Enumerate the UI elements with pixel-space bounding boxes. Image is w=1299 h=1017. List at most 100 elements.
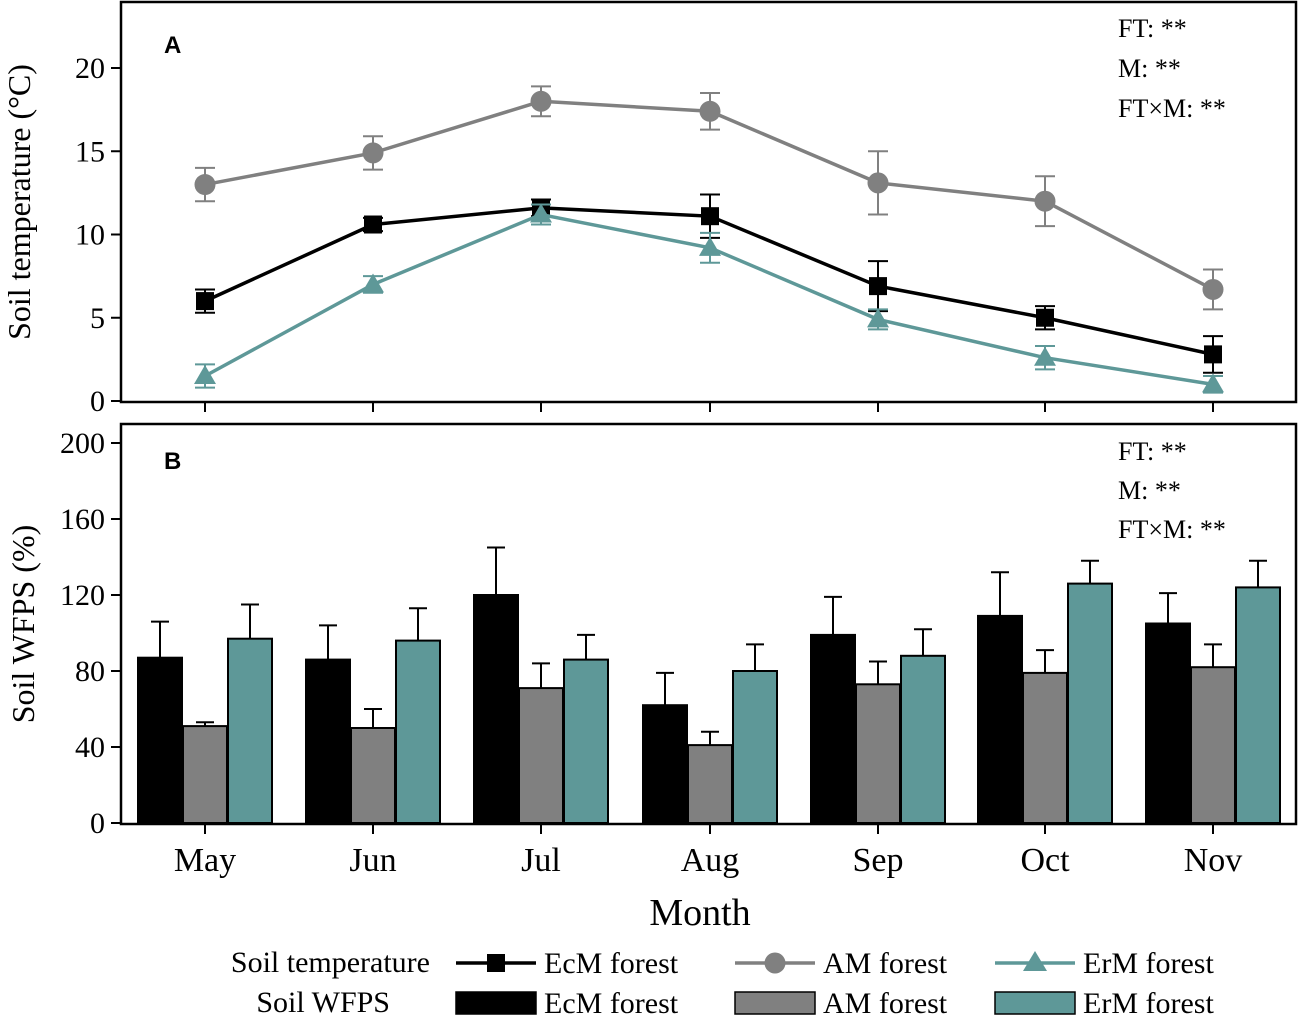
panel-a-ytick-label: 5 — [90, 302, 105, 335]
data-point — [362, 273, 384, 293]
bar-erm — [227, 637, 273, 825]
data-point — [867, 308, 889, 328]
panel-a-stat-annotation: FT: ** — [1118, 14, 1187, 43]
legend-entry-temperature: ErM forest — [1083, 947, 1214, 980]
bar-group-jul — [473, 546, 609, 824]
bar-erm — [900, 654, 946, 824]
bar-ecm — [305, 658, 351, 824]
bar-am — [518, 687, 564, 824]
panel-a-ytick-label: 20 — [75, 52, 105, 85]
bar-erm — [395, 639, 441, 824]
data-point — [867, 172, 889, 194]
panel-a: 0 5 10 15 20 Soil temperature (°C) A FT: ** M: *… — [1, 0, 1298, 418]
panel-a-stat-annotation: M: ** — [1118, 54, 1181, 83]
panel-b-label: B — [164, 448, 181, 475]
panel-a-series-ecm — [195, 193, 1223, 374]
data-point — [530, 203, 552, 223]
legend-marker-square — [487, 954, 505, 972]
x-axis: May Jun Jul Aug Sep Oct Nov Month — [174, 842, 1242, 934]
data-point — [1034, 346, 1056, 366]
data-point — [530, 90, 552, 112]
legend-entry-wfps: EcM forest — [544, 987, 679, 1017]
x-tick-label: Jul — [521, 842, 561, 879]
panel-b-ytick-label: 200 — [60, 427, 105, 460]
legend-row-temperature-label: Soil temperature — [231, 946, 430, 979]
bar-group-may — [137, 603, 273, 825]
data-point — [1202, 278, 1224, 300]
legend-swatch — [994, 991, 1076, 1015]
panel-b-stat-annotation: FT×M: ** — [1118, 515, 1226, 544]
panel-a-ytick-label: 10 — [75, 219, 105, 252]
panel-a-frame — [119, 0, 1298, 404]
panel-a-ytick-label: 15 — [75, 135, 105, 168]
panel-a-ylabel: Soil temperature (°C) — [1, 64, 37, 340]
legend: Soil temperature Soil WFPS EcM forest EcM f… — [231, 946, 1215, 1017]
legend-swatch — [734, 991, 816, 1015]
panel-a-ytick-label: 0 — [90, 385, 105, 418]
panel-b-ytick-label: 0 — [90, 807, 105, 840]
panel-b-ylabel: Soil WFPS (%) — [5, 525, 41, 724]
data-point — [1034, 190, 1056, 212]
data-point — [701, 207, 719, 226]
bar-am — [182, 725, 228, 824]
legend-marker-circle — [764, 952, 786, 974]
x-tick-label: Jun — [349, 842, 396, 879]
legend-entry-wfps: AM forest — [823, 987, 948, 1017]
bar-erm — [1235, 586, 1281, 825]
panel-b-stat-annotation: M: ** — [1118, 476, 1181, 505]
panel-b-ytick-label: 40 — [75, 731, 105, 764]
bar-ecm — [810, 633, 856, 825]
bar-ecm — [1145, 622, 1191, 824]
legend-entry-wfps: ErM forest — [1083, 987, 1214, 1017]
bar-am — [687, 744, 733, 824]
x-tick-label: Nov — [1184, 842, 1243, 879]
data-point — [362, 142, 384, 164]
panel-a-series-am — [194, 85, 1224, 311]
bar-erm — [1067, 582, 1113, 824]
x-tick-label: Aug — [681, 842, 740, 879]
bar-group-jun — [305, 607, 441, 824]
legend-swatch — [455, 991, 537, 1015]
bar-group-oct — [977, 559, 1113, 825]
data-point — [699, 100, 721, 122]
x-tick-label: May — [174, 842, 236, 879]
panel-b-stat-annotation: FT: ** — [1118, 437, 1187, 466]
data-point — [1202, 373, 1224, 393]
data-point — [699, 236, 721, 256]
panel-b-frame — [119, 422, 1298, 826]
data-point — [196, 292, 214, 311]
panel-a-stat-annotation: FT×M: ** — [1118, 94, 1226, 123]
legend-row-wfps-label: Soil WFPS — [256, 986, 390, 1017]
panel-a-series-erm — [194, 203, 1224, 394]
data-point — [194, 174, 216, 196]
data-point — [869, 277, 887, 296]
bar-am — [1190, 666, 1236, 825]
bar-erm — [732, 670, 778, 824]
bar-group-aug — [642, 643, 778, 825]
panel-a-label: A — [164, 32, 181, 59]
x-axis-label: Month — [649, 892, 750, 934]
bar-ecm — [473, 594, 519, 824]
legend-entry-temperature: EcM forest — [544, 947, 679, 980]
panel-b-ytick-label: 120 — [60, 579, 105, 612]
data-point — [1036, 308, 1054, 327]
panel-b-ytick-label: 160 — [60, 503, 105, 536]
bar-group-nov — [1145, 559, 1281, 825]
bar-erm — [563, 658, 609, 824]
bar-am — [350, 727, 396, 824]
bar-ecm — [642, 704, 688, 825]
data-point — [1204, 345, 1222, 364]
bar-ecm — [137, 656, 183, 825]
legend-marker-triangle — [1023, 951, 1047, 971]
bar-group-sep — [810, 595, 946, 825]
data-point — [194, 365, 216, 385]
panel-b: 0 40 80 120 160 200 Soil WFPS (%) B FT: ** M: ** F… — [5, 422, 1298, 840]
panel-b-ytick-label: 80 — [75, 655, 105, 688]
bar-ecm — [977, 614, 1023, 825]
bar-am — [855, 683, 901, 824]
legend-entry-temperature: AM forest — [823, 947, 948, 980]
x-tick-label: Oct — [1020, 842, 1070, 879]
x-tick-label: Sep — [853, 842, 904, 879]
data-point — [364, 215, 382, 234]
